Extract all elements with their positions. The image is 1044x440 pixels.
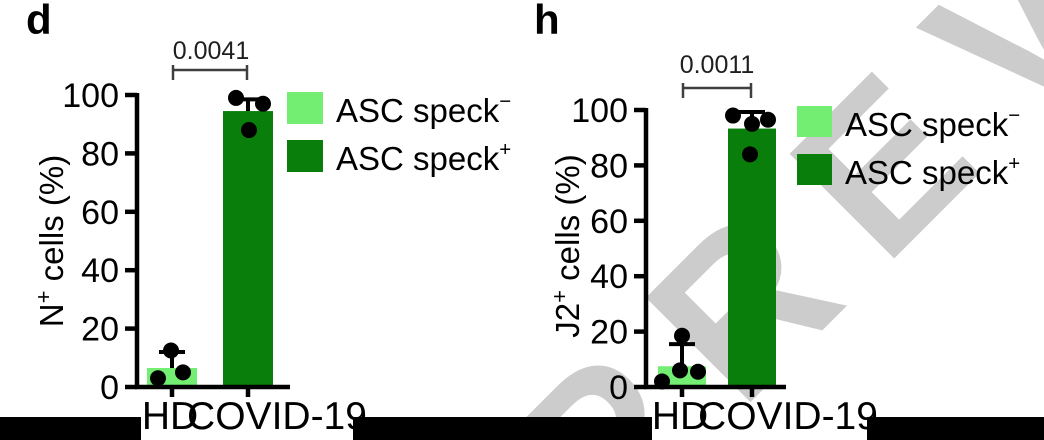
legend-item-asc-speck-pos: ASC speck+	[287, 136, 511, 175]
data-point	[725, 107, 741, 124]
y-tick-label: 80	[81, 135, 119, 173]
y-tick-label: 60	[590, 203, 628, 241]
y-tick-label: 60	[81, 194, 119, 232]
error-bar-hd	[669, 342, 695, 367]
data-point	[760, 111, 776, 128]
legend-label-asc-speck-pos: ASC speck+	[336, 136, 511, 175]
legend-d: ASC speck− ASC speck+	[287, 88, 511, 175]
x-category-label-covid19-h: COVID-19	[698, 395, 878, 438]
data-point	[163, 342, 179, 359]
data-point	[690, 363, 706, 380]
axes	[634, 107, 786, 397]
legend-label-asc-speck-neg: ASC speck−	[336, 88, 511, 127]
legend-text: ASC speck	[336, 140, 500, 177]
y-tick-label: 100	[62, 77, 119, 115]
redaction-bar-left	[0, 417, 141, 440]
legend-item-asc-speck-pos: ASC speck+	[797, 150, 1020, 189]
data-point	[742, 146, 758, 163]
redaction-bar-middle	[353, 417, 652, 440]
panel-d: 0 20 40 60 80 100 N+ cells (%)	[31, 65, 290, 407]
axes	[125, 92, 290, 397]
data-point	[150, 370, 166, 387]
bar-covid-19	[728, 128, 776, 387]
data-point	[672, 362, 688, 379]
panel-letter-h: h	[534, 0, 560, 43]
data-point	[228, 89, 244, 106]
y-tick-label: 0	[100, 369, 119, 407]
x-category-label-hd-h: HD	[651, 395, 709, 438]
y-axis-label: N+ cells (%)	[31, 155, 70, 327]
y-tick-label: 100	[571, 92, 628, 130]
data-point	[241, 122, 257, 139]
bar-covid-19	[223, 111, 273, 387]
legend-swatch-asc-speck-pos	[287, 139, 323, 172]
significance-bracket	[681, 83, 753, 98]
significance-bracket	[171, 65, 249, 80]
x-category-label-covid19-d: COVID-19	[187, 395, 367, 438]
x-category-label-hd-d: HD	[141, 395, 199, 438]
y-tick-label: 20	[590, 314, 628, 352]
legend-superscript: +	[1008, 151, 1021, 175]
legend-item-asc-speck-neg: ASC speck−	[287, 88, 511, 127]
data-point	[744, 115, 760, 132]
y-tick-label: 0	[609, 369, 628, 407]
y-tick-label: 80	[590, 147, 628, 185]
y-tick-label: 40	[81, 252, 119, 290]
p-value-d: 0.0041	[172, 37, 250, 65]
legend-text: ASC speck	[845, 154, 1009, 191]
data-point	[674, 327, 690, 344]
data-point	[255, 95, 271, 112]
legend-label-asc-speck-pos: ASC speck+	[845, 150, 1020, 189]
legend-superscript: −	[1008, 103, 1021, 127]
legend-text: ASC speck	[845, 106, 1009, 143]
panel-h: 0 20 40 60 80 100 J2+ cells (%)	[547, 83, 786, 407]
y-tick-label: 20	[81, 311, 119, 349]
redaction-bar-right	[867, 417, 1044, 440]
panel-letter-d: d	[26, 0, 52, 43]
y-tick-label: 40	[590, 258, 628, 296]
legend-superscript: +	[499, 137, 512, 161]
data-point	[175, 364, 191, 381]
y-axis-label: J2+ cells (%)	[547, 154, 586, 337]
legend-h: ASC speck− ASC speck+	[797, 102, 1020, 189]
legend-superscript: −	[499, 89, 512, 113]
legend-label-asc-speck-neg: ASC speck−	[845, 102, 1020, 141]
legend-swatch-asc-speck-neg	[797, 106, 832, 137]
legend-swatch-asc-speck-neg	[287, 91, 323, 124]
p-value-h: 0.0011	[679, 51, 755, 79]
legend-swatch-asc-speck-pos	[797, 154, 832, 185]
legend-item-asc-speck-neg: ASC speck−	[797, 102, 1020, 141]
legend-text: ASC speck	[336, 92, 500, 129]
